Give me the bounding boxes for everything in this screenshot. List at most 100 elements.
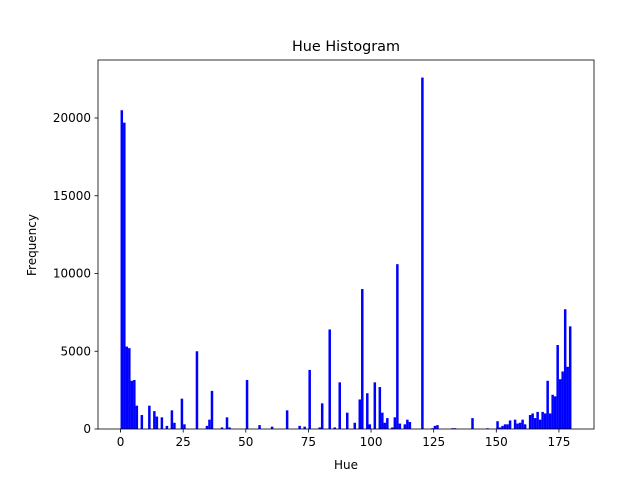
y-tick-label: 15000 [53, 189, 91, 203]
bar [210, 390, 214, 429]
bar [568, 326, 572, 429]
y-tick-label: 5000 [60, 344, 91, 358]
bar [533, 418, 537, 429]
bar [393, 417, 397, 429]
x-tick-label: 150 [485, 435, 508, 449]
bar [383, 422, 387, 429]
bar [130, 380, 134, 429]
x-tick-label: 175 [547, 435, 570, 449]
bar [563, 309, 567, 429]
bar [258, 425, 261, 429]
bar [498, 427, 502, 429]
bar [433, 425, 437, 429]
bar [543, 413, 547, 429]
bar [245, 380, 249, 429]
bar [318, 427, 321, 429]
bar [558, 379, 562, 429]
bar [471, 418, 474, 429]
bar [361, 289, 364, 429]
bar [148, 405, 151, 429]
bar [173, 422, 176, 429]
x-tick-label: 0 [117, 435, 125, 449]
bar [386, 418, 389, 429]
bar [561, 371, 564, 429]
bar [398, 423, 402, 429]
bar [553, 396, 557, 429]
bar [556, 345, 559, 429]
chart-title: Hue Histogram [292, 39, 400, 55]
axes-frame [97, 59, 595, 430]
bar [551, 394, 554, 429]
bar [338, 382, 341, 429]
bar [308, 369, 311, 429]
bar [403, 424, 407, 429]
bar [125, 346, 129, 429]
bar [155, 416, 159, 429]
bar [366, 393, 369, 429]
bar [503, 424, 507, 429]
bar [406, 419, 409, 429]
bar [528, 415, 532, 429]
x-tick-label: 100 [360, 435, 383, 449]
bar [396, 264, 399, 429]
bar [378, 387, 382, 429]
y-tick-label: 0 [83, 422, 91, 436]
bar [508, 420, 512, 429]
bar [506, 424, 509, 429]
bar [541, 411, 544, 429]
bar [270, 426, 274, 429]
bar [298, 425, 301, 429]
bar [123, 122, 126, 429]
bar [135, 405, 139, 429]
bar [170, 410, 174, 429]
bar [516, 423, 519, 429]
bar [566, 366, 569, 429]
bar [285, 410, 289, 429]
bar [548, 413, 552, 429]
bar [208, 419, 211, 429]
bar [381, 412, 384, 429]
bar [183, 424, 186, 429]
bar [320, 403, 324, 429]
bar [353, 422, 357, 429]
bar [165, 425, 169, 429]
bar [496, 421, 499, 429]
y-tick-label: 20000 [53, 111, 91, 125]
bar [140, 415, 144, 429]
bar [303, 426, 306, 429]
bar [501, 425, 504, 429]
bar [436, 425, 439, 429]
bar [358, 399, 362, 429]
y-axis-label: Frequency [25, 214, 39, 276]
bar [180, 398, 184, 429]
x-axis-label: Hue [334, 458, 358, 472]
bar [328, 329, 331, 429]
bar [160, 417, 164, 429]
bar [205, 425, 209, 429]
x-tick-label: 125 [422, 435, 445, 449]
bar [521, 419, 524, 429]
y-tick-label: 10000 [53, 267, 91, 281]
bar [195, 351, 199, 429]
bar [368, 424, 372, 429]
bar [346, 412, 349, 429]
x-tick-label: 75 [301, 435, 316, 449]
bar [513, 419, 517, 429]
bar [531, 413, 534, 429]
bar [228, 427, 231, 429]
bar [133, 380, 136, 429]
bar [536, 411, 539, 429]
bar [421, 77, 424, 430]
bar [153, 411, 156, 429]
bar [408, 422, 412, 429]
bar [128, 348, 131, 429]
bar [391, 427, 394, 429]
x-tick-label: 50 [238, 435, 253, 449]
bar [523, 424, 527, 429]
bar [518, 422, 522, 429]
bar [546, 380, 549, 429]
x-tick-label: 25 [176, 435, 191, 449]
bar [538, 419, 542, 429]
